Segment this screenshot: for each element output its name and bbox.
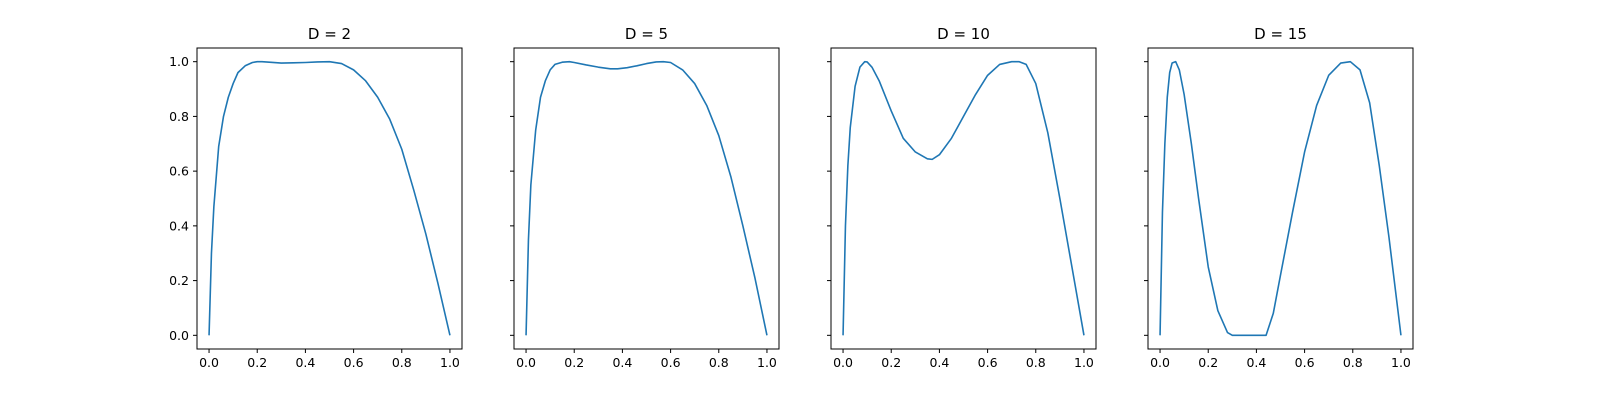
y-tick-label: 0.0 bbox=[169, 328, 189, 343]
x-tick-label: 0.8 bbox=[1343, 355, 1363, 370]
x-tick-label: 0.8 bbox=[709, 355, 729, 370]
x-tick-label: 0.6 bbox=[1295, 355, 1315, 370]
x-tick-label: 0.0 bbox=[1150, 355, 1170, 370]
x-tick-label: 0.8 bbox=[1026, 355, 1046, 370]
x-tick-label: 0.2 bbox=[881, 355, 901, 370]
x-tick-label: 1.0 bbox=[1391, 355, 1411, 370]
x-tick-label: 0.0 bbox=[516, 355, 536, 370]
x-tick-label: 0.0 bbox=[199, 355, 219, 370]
x-tick-label: 0.2 bbox=[1198, 355, 1218, 370]
x-tick-label: 0.8 bbox=[392, 355, 412, 370]
series-line bbox=[208, 60, 451, 336]
subplot-title: D = 10 bbox=[937, 25, 990, 43]
axes-frame bbox=[196, 47, 463, 350]
subplot-3: D = 10 0.0 0.2 0.4 0.6 0.8 1.0 bbox=[827, 25, 1097, 370]
axes-frame bbox=[830, 47, 1097, 350]
y-tick-label: 0.6 bbox=[169, 164, 189, 179]
x-tick-label: 1.0 bbox=[1074, 355, 1094, 370]
subplot-title: D = 5 bbox=[625, 25, 668, 43]
subplot-4: D = 15 0.0 0.2 0.4 0.6 0.8 1.0 bbox=[1144, 25, 1414, 370]
x-tick-label: 0.0 bbox=[833, 355, 853, 370]
y-tick-label: 0.4 bbox=[169, 218, 189, 233]
x-tick-label: 0.6 bbox=[344, 355, 364, 370]
subplot-title: D = 2 bbox=[308, 25, 351, 43]
x-tick-label: 0.6 bbox=[661, 355, 681, 370]
axes-frame bbox=[513, 47, 780, 350]
y-tick-label: 0.8 bbox=[169, 109, 189, 124]
x-tick-label: 0.4 bbox=[612, 355, 632, 370]
subplot-1: D = 2 0.0 0.2 0.4 0.6 0.8 1.0 0.0 0.2 0.4 0.6 0.8 1.… bbox=[169, 25, 463, 370]
y-tick-label: 1.0 bbox=[169, 54, 189, 69]
subplot-2: D = 5 0.0 0.2 0.4 0.6 0.8 1.0 bbox=[510, 25, 780, 370]
x-tick-label: 0.2 bbox=[564, 355, 584, 370]
series-line bbox=[525, 60, 768, 336]
subplot-title: D = 15 bbox=[1254, 25, 1307, 43]
x-tick-label: 0.4 bbox=[1246, 355, 1266, 370]
series-line bbox=[1159, 60, 1402, 337]
x-tick-label: 0.2 bbox=[247, 355, 267, 370]
x-tick-label: 0.4 bbox=[295, 355, 315, 370]
x-tick-label: 1.0 bbox=[757, 355, 777, 370]
x-tick-label: 1.0 bbox=[440, 355, 460, 370]
series-line bbox=[842, 60, 1085, 336]
axes-frame bbox=[1147, 47, 1414, 350]
y-tick-label: 0.2 bbox=[169, 273, 189, 288]
x-tick-label: 0.6 bbox=[978, 355, 998, 370]
x-tick-label: 0.4 bbox=[929, 355, 949, 370]
